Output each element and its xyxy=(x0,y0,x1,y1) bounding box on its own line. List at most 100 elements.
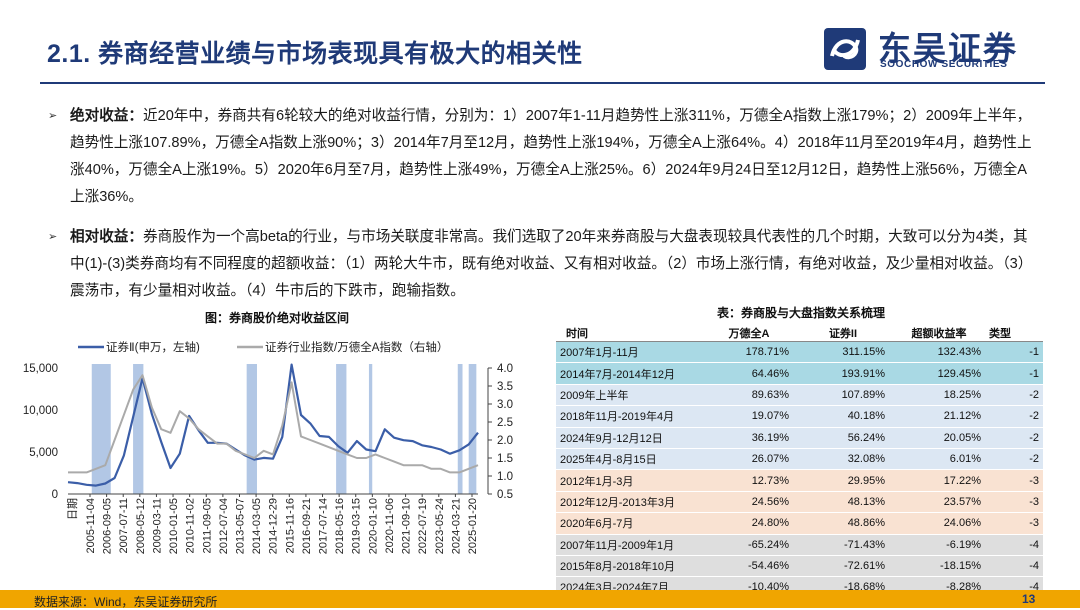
cell-type: -3 xyxy=(985,512,1043,535)
table-row: 2007年11月-2009年1月 -65.24% -71.43% -6.19% -4 xyxy=(556,533,1043,556)
x-tick-label: 2021-09-10 xyxy=(401,498,413,554)
x-tick-label: 2024-03-21 xyxy=(450,498,462,554)
cell-wind-a: 24.56% xyxy=(701,490,793,513)
cell-securities: -72.61% xyxy=(793,554,889,577)
cell-securities: 311.15% xyxy=(793,340,889,363)
th-excess-return: 超额收益率 xyxy=(889,324,985,342)
cell-period: 2014年7月-2014年12月 xyxy=(556,362,701,385)
absolute-return-label: 绝对收益： xyxy=(70,108,143,124)
cell-period: 2009年上半年 xyxy=(556,383,701,406)
x-tick-label: 2008-05-12 xyxy=(135,498,147,554)
x-tick-label: 2013-05-07 xyxy=(234,498,246,554)
x-tick-label: 2006-09-05 xyxy=(102,498,114,554)
table-row: 2007年1月-11月 178.71% 311.15% 132.43% -1 xyxy=(556,340,1043,363)
cell-securities: -71.43% xyxy=(793,533,889,556)
x-tick-label: 2025-01-20 xyxy=(467,498,479,554)
cell-type: -1 xyxy=(985,340,1043,363)
y-right-tick-label: 2.5 xyxy=(497,417,513,429)
x-tick-label: 2022-07-19 xyxy=(417,498,429,554)
cell-excess: 132.43% xyxy=(889,340,985,363)
x-tick-label: 2014-03-05 xyxy=(251,498,263,554)
cell-securities: 32.08% xyxy=(793,447,889,470)
shaded-period xyxy=(336,364,347,494)
series-line-securities xyxy=(67,363,479,487)
legend-label-securities: 证券Ⅱ(申万，左轴) xyxy=(106,340,200,354)
logo-mark-icon xyxy=(824,28,866,70)
footer-bar xyxy=(0,590,1080,608)
th-securities: 证券II xyxy=(793,324,889,342)
y-right-tick-label: 1.0 xyxy=(497,471,513,483)
shaded-period xyxy=(91,364,111,494)
x-tick-label: 2011-09-05 xyxy=(201,498,213,553)
cell-excess: 129.45% xyxy=(889,362,985,385)
cell-type: -3 xyxy=(985,490,1043,513)
x-tick-label: 2005-11-04 xyxy=(85,498,97,553)
cell-excess: -6.19% xyxy=(889,533,985,556)
table-row: 2012年12月-2013年3月 24.56% 48.13% 23.57% -3 xyxy=(556,490,1043,513)
cell-period: 2024年9月-12月12日 xyxy=(556,426,701,449)
cell-excess: 24.06% xyxy=(889,512,985,535)
y-left-tick-label: 15,000 xyxy=(23,363,58,375)
cell-period: 2012年1月-3月 xyxy=(556,469,701,492)
cell-period: 2007年11月-2009年1月 xyxy=(556,533,701,556)
cell-wind-a: 24.80% xyxy=(701,512,793,535)
table-row: 2020年6月-7月 24.80% 48.86% 24.06% -3 xyxy=(556,512,1043,535)
shaded-period xyxy=(457,364,463,494)
cell-wind-a: 36.19% xyxy=(701,426,793,449)
chart-title: 图：券商股价绝对收益区间 xyxy=(205,311,350,325)
x-tick-label: 2016-09-21 xyxy=(301,498,313,554)
cell-type: -2 xyxy=(985,383,1043,406)
cell-type: -4 xyxy=(985,533,1043,556)
cell-wind-a: 89.63% xyxy=(701,383,793,406)
shaded-period xyxy=(246,364,257,494)
cell-period: 2025年4月-8月15日 xyxy=(556,447,701,470)
header-divider xyxy=(40,82,1045,84)
y-left-tick-label: 10,000 xyxy=(23,405,58,417)
x-tick-label: 2017-07-14 xyxy=(318,498,330,554)
absolute-return-paragraph: ➢ 绝对收益：近20年中，券商共有6轮较大的绝对收益行情，分别为：1）2007年… xyxy=(48,103,1033,211)
cell-wind-a: -54.46% xyxy=(701,554,793,577)
cell-period: 2015年8月-2018年10月 xyxy=(556,554,701,577)
th-wind-a: 万德全A xyxy=(701,324,793,342)
x-tick-label: 2012-07-04 xyxy=(218,498,230,554)
bullet-arrow-icon: ➢ xyxy=(48,231,58,243)
cell-type: -3 xyxy=(985,469,1043,492)
y-right-tick-label: 2.0 xyxy=(497,435,513,447)
cell-wind-a: 64.46% xyxy=(701,362,793,385)
cell-excess: 18.25% xyxy=(889,383,985,406)
x-tick-label: 2020-01-10 xyxy=(367,498,379,554)
x-axis-title: 日期 xyxy=(66,498,79,520)
page-number: 13 xyxy=(1022,592,1036,606)
x-tick-label: 2007-07-11 xyxy=(118,498,130,553)
cell-type: -1 xyxy=(985,362,1043,385)
table-row: 2015年8月-2018年10月 -54.46% -72.61% -18.15% -4 xyxy=(556,554,1043,577)
y-right-tick-label: 3.0 xyxy=(497,399,513,411)
cell-type: -2 xyxy=(985,405,1043,428)
y-right-tick-label: 3.5 xyxy=(497,381,513,393)
x-tick-label: 2019-03-15 xyxy=(351,498,363,554)
x-tick-label: 2010-11-02 xyxy=(185,498,197,553)
cell-type: -2 xyxy=(985,426,1043,449)
x-tick-label: 2014-12-29 xyxy=(268,498,280,554)
cell-wind-a: 12.73% xyxy=(701,469,793,492)
table-row: 2009年上半年 89.63% 107.89% 18.25% -2 xyxy=(556,383,1043,406)
y-left-tick-label: 5,000 xyxy=(29,447,58,459)
logo-cn-text: 东吴证券 xyxy=(878,30,1018,67)
company-logo: 东吴证券 SOOCHOW SECURITIES xyxy=(822,24,1022,74)
cell-period: 2018年11月-2019年4月 xyxy=(556,405,701,428)
cell-type: -2 xyxy=(985,447,1043,470)
cell-securities: 48.13% xyxy=(793,490,889,513)
x-tick-label: 2020-11-06 xyxy=(384,498,396,553)
cell-type: -4 xyxy=(985,554,1043,577)
cell-securities: 40.18% xyxy=(793,405,889,428)
legend-label-ratio: 证券行业指数/万德全A指数（右轴） xyxy=(265,340,448,354)
th-type: 类型 xyxy=(985,324,1043,342)
cell-wind-a: 19.07% xyxy=(701,405,793,428)
cell-excess: 20.05% xyxy=(889,426,985,449)
y-left-tick-label: 0 xyxy=(52,489,58,501)
cell-excess: 23.57% xyxy=(889,490,985,513)
cell-excess: -18.15% xyxy=(889,554,985,577)
cell-securities: 193.91% xyxy=(793,362,889,385)
x-tick-label: 2010-01-05 xyxy=(168,498,180,554)
shaded-period xyxy=(368,364,373,494)
